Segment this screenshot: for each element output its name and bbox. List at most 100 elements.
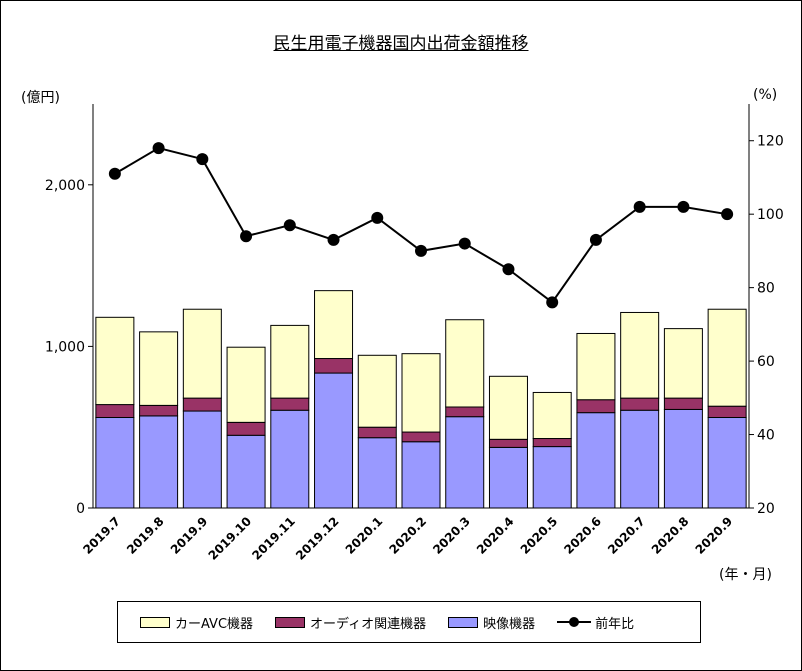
bar-car-avc: [357, 354, 397, 428]
bar-audio: [707, 405, 747, 419]
yoy-point: [589, 233, 602, 246]
x-tick-label: 2019.9: [168, 514, 211, 557]
bar-car-avc: [226, 346, 266, 423]
bar-audio: [95, 404, 135, 419]
legend-item-video: 映像機器: [448, 613, 535, 632]
yoy-point: [240, 230, 253, 243]
bar-car-avc: [576, 332, 616, 401]
legend-item-yoy: 前年比: [557, 613, 634, 632]
bar-audio: [314, 358, 354, 374]
bar-car-avc: [139, 331, 179, 406]
bar-car-avc: [95, 316, 135, 406]
x-tick-label: 2020.5: [518, 514, 561, 557]
yoy-line: [114, 147, 728, 304]
bar-video: [488, 446, 528, 509]
right-tick-label: 40: [757, 428, 775, 444]
x-tick-label: 2020.9: [693, 514, 736, 557]
legend-item-audio: オーディオ関連機器: [275, 613, 426, 632]
bar-audio: [445, 406, 485, 418]
bar-video: [182, 410, 222, 509]
bar-audio: [401, 431, 441, 443]
bar-audio: [139, 404, 179, 417]
yoy-point: [283, 219, 296, 232]
left-tick-label: 1,000: [45, 339, 85, 355]
x-tick-label: 2019.12: [293, 514, 342, 563]
yoy-point: [415, 244, 427, 257]
chart-title: 民生用電子機器国内出荷金額推移: [273, 34, 529, 54]
bar-car-avc: [707, 308, 747, 407]
right-tick-label: 60: [757, 354, 775, 370]
yoy-point: [327, 233, 340, 246]
bar-video: [576, 412, 616, 509]
bar-audio: [182, 397, 222, 412]
bar-video: [357, 437, 397, 509]
bar-video: [314, 372, 354, 509]
x-tick-label: 2020.6: [561, 514, 604, 557]
bar-video: [270, 409, 310, 509]
legend-swatch-audio: [275, 616, 306, 628]
right-tick-label: 20: [757, 501, 775, 517]
legend-swatch-car-avc: [140, 616, 170, 628]
left-tick-label: 0: [76, 501, 85, 517]
yoy-point: [633, 200, 646, 213]
bar-video: [707, 417, 747, 509]
yoy-point: [721, 208, 734, 221]
legend-item-car-avc: カーAVC機器: [140, 613, 253, 632]
x-tick-label: 2019.7: [80, 514, 123, 557]
bar-video: [532, 446, 572, 509]
x-tick-label: 2020.3: [430, 514, 473, 557]
right-axis-unit: (%): [753, 87, 778, 103]
legend-label-car-avc: カーAVC機器: [175, 616, 254, 632]
bar-audio: [270, 397, 310, 411]
x-tick-label: 2019.11: [249, 514, 298, 563]
bar-video: [95, 417, 135, 509]
yoy-point: [108, 167, 121, 180]
right-tick-label: 120: [757, 134, 784, 150]
legend-label-yoy: 前年比: [595, 616, 635, 632]
bar-car-avc: [620, 311, 660, 399]
bar-audio: [532, 438, 572, 448]
bar-car-avc: [445, 319, 485, 408]
bar-car-avc: [314, 290, 354, 360]
bar-video: [139, 415, 179, 509]
yoy-point: [502, 263, 515, 276]
bar-audio: [663, 397, 703, 410]
yoy-point: [677, 200, 690, 213]
x-axis-unit: (年・月): [719, 567, 772, 583]
bar-video: [226, 434, 266, 509]
x-tick-label: 2020.1: [343, 514, 386, 557]
bar-car-avc: [663, 328, 703, 399]
x-tick-label: 2019.8: [124, 514, 167, 557]
bar-car-avc: [532, 391, 572, 440]
bar-audio: [576, 399, 616, 414]
x-tick-label: 2020.2: [386, 514, 429, 557]
yoy-point: [152, 142, 165, 155]
yoy-point: [546, 296, 559, 309]
bar-audio: [357, 426, 397, 439]
x-tick-label: 2019.10: [206, 514, 255, 563]
bar-audio: [226, 421, 266, 436]
bar-car-avc: [488, 375, 528, 440]
x-tick-label: 2020.7: [605, 514, 648, 557]
legend-label-audio: オーディオ関連機器: [310, 616, 427, 632]
yoy-point: [371, 211, 384, 224]
bar-video: [445, 416, 485, 509]
bar-audio: [620, 397, 660, 411]
x-tick-label: 2020.4: [474, 514, 517, 557]
yoy-point: [458, 237, 471, 250]
bar-video: [620, 409, 660, 509]
legend-swatch-video: [448, 616, 479, 628]
right-tick-label: 80: [757, 281, 775, 297]
bar-car-avc: [270, 324, 310, 399]
bar-car-avc: [182, 308, 222, 399]
left-tick-label: 2,000: [45, 178, 85, 194]
x-tick-label: 2020.8: [649, 514, 692, 557]
yoy-point: [196, 153, 209, 166]
bar-video: [663, 408, 703, 509]
legend-label-video: 映像機器: [483, 616, 536, 632]
legend: カーAVC機器 オーディオ関連機器 映像機器 前年比: [117, 601, 701, 643]
left-axis-unit: (億円): [21, 90, 60, 106]
legend-marker-yoy: [557, 617, 592, 627]
